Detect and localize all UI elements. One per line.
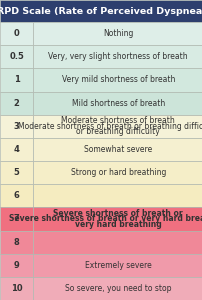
- Text: 4: 4: [14, 145, 20, 154]
- Text: 1: 1: [14, 75, 20, 84]
- Bar: [33, 254, 202, 277]
- Bar: [0, 230, 33, 254]
- Text: 2: 2: [14, 99, 20, 108]
- Bar: [0, 45, 33, 68]
- Bar: [33, 161, 202, 184]
- Text: Somewhat severe: Somewhat severe: [84, 145, 152, 154]
- Bar: [33, 115, 202, 138]
- Bar: [0, 184, 33, 207]
- Text: Strong or hard breathing: Strong or hard breathing: [70, 168, 165, 177]
- Text: 6: 6: [14, 191, 20, 200]
- Bar: [33, 138, 202, 161]
- Bar: [0, 92, 33, 115]
- Bar: [0, 277, 33, 300]
- Bar: [33, 45, 202, 68]
- Bar: [33, 92, 202, 115]
- Bar: [33, 68, 202, 92]
- Bar: [33, 207, 202, 230]
- Text: Severe shortness of breath or
very hard breathing: Severe shortness of breath or very hard …: [53, 209, 182, 229]
- Bar: [33, 22, 202, 45]
- Bar: [0, 254, 33, 277]
- Text: 10: 10: [11, 284, 22, 293]
- Bar: [0, 68, 33, 92]
- Text: So severe, you need to stop: So severe, you need to stop: [65, 284, 171, 293]
- Bar: [0, 115, 33, 138]
- Text: Mild shortness of breath: Mild shortness of breath: [71, 99, 164, 108]
- Text: Severe shortness of breath or very hard breathing: Severe shortness of breath or very hard …: [9, 214, 202, 224]
- Text: 7: 7: [14, 214, 20, 224]
- Text: Very, very slight shortness of breath: Very, very slight shortness of breath: [48, 52, 187, 61]
- Text: Extremely severe: Extremely severe: [84, 261, 151, 270]
- Bar: [0, 0, 202, 22]
- Bar: [0, 161, 33, 184]
- Text: Nothing: Nothing: [103, 29, 133, 38]
- Bar: [33, 277, 202, 300]
- Bar: [33, 207, 202, 230]
- Text: 5: 5: [14, 168, 20, 177]
- Text: Moderate shortness of breath or breathing difficulty: Moderate shortness of breath or breathin…: [18, 122, 202, 131]
- Text: 9: 9: [14, 261, 20, 270]
- Text: 0: 0: [14, 29, 20, 38]
- Text: RPD Scale (Rate of Perceived Dyspnea): RPD Scale (Rate of Perceived Dyspnea): [0, 7, 202, 16]
- Text: 8: 8: [14, 238, 20, 247]
- Text: 0.5: 0.5: [9, 52, 24, 61]
- Bar: [33, 184, 202, 207]
- Bar: [33, 230, 202, 254]
- Bar: [0, 22, 33, 45]
- Text: 3: 3: [14, 122, 20, 131]
- Bar: [0, 207, 33, 230]
- Text: Very mild shortness of breath: Very mild shortness of breath: [61, 75, 174, 84]
- Bar: [0, 138, 33, 161]
- Text: Moderate shortness of breath
or breathing difficulty: Moderate shortness of breath or breathin…: [61, 116, 174, 136]
- Bar: [33, 115, 202, 138]
